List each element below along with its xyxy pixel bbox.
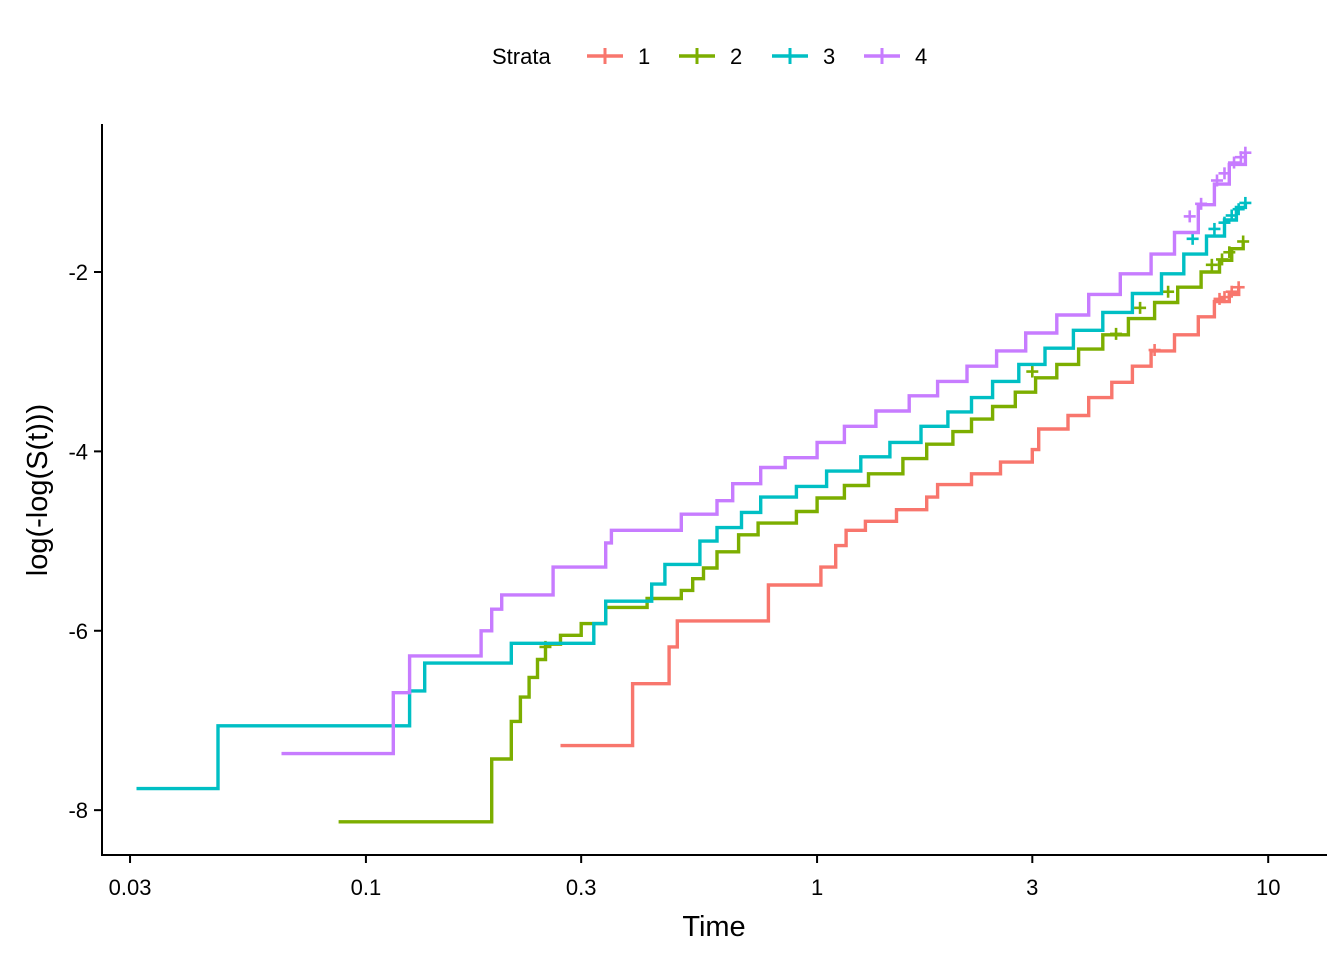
x-ticks: 0.03 0.1 0.3 1 3 10 [109, 855, 1280, 900]
legend-label: 4 [915, 44, 927, 69]
censor-mark [1228, 156, 1241, 169]
legend-label: 2 [730, 44, 742, 69]
x-axis-title: Time [682, 911, 745, 943]
legend-item-2: 2 [679, 44, 742, 69]
legend-item-4: 4 [864, 44, 927, 69]
y-axis-title: log(-log(S(t))) [22, 404, 54, 576]
y-tick-label: -6 [68, 619, 88, 644]
x-tick-label: 10 [1256, 875, 1280, 900]
x-tick-label: 0.03 [109, 875, 152, 900]
censor-mark [1223, 246, 1236, 259]
series-4 [281, 146, 1252, 756]
censor-mark [1225, 285, 1238, 298]
censor-mark [1148, 344, 1161, 357]
censor-mark [1218, 291, 1231, 304]
series-line-4 [281, 152, 1248, 756]
plot-area: 0.03 0.1 0.3 1 3 10 -8 -6 -4 -2 [68, 124, 1327, 900]
censor-mark [1239, 146, 1252, 159]
legend-item-1: 1 [587, 44, 650, 69]
censor-mark [1237, 235, 1250, 248]
censor-mark [1232, 203, 1245, 216]
censor-mark [1216, 253, 1229, 266]
legend-item-3: 3 [772, 44, 835, 69]
censor-mark [1195, 197, 1208, 210]
censor-mark [1232, 281, 1245, 294]
censor-mark [1186, 232, 1199, 245]
censor-mark [1026, 365, 1039, 378]
x-tick-label: 0.1 [351, 875, 382, 900]
censor-mark [1110, 327, 1123, 340]
censor-mark [1210, 174, 1223, 187]
legend: Strata 1 2 3 4 [492, 44, 927, 69]
censor-mark [1205, 258, 1218, 271]
series-1 [560, 281, 1245, 748]
legend-label: 3 [823, 44, 835, 69]
censor-mark [1239, 196, 1252, 209]
series-line-1 [560, 287, 1241, 748]
y-ticks: -8 -6 -4 -2 [68, 260, 102, 823]
y-tick-label: -2 [68, 260, 88, 285]
legend-title: Strata [492, 44, 551, 69]
censor-mark [1218, 216, 1231, 229]
y-tick-label: -8 [68, 798, 88, 823]
censor-mark [1218, 167, 1231, 180]
series-3 [136, 196, 1252, 791]
censor-mark [1183, 210, 1196, 223]
series-line-3 [136, 202, 1248, 791]
censor-mark [1208, 222, 1221, 235]
x-tick-label: 0.3 [566, 875, 597, 900]
x-tick-label: 1 [811, 875, 823, 900]
censor-mark [1162, 285, 1175, 298]
legend-items: 1 2 3 4 [587, 44, 927, 69]
series-layer [136, 146, 1252, 824]
censor-mark [1225, 209, 1238, 222]
legend-label: 1 [638, 44, 650, 69]
censor-mark [1134, 301, 1147, 314]
y-tick-label: -4 [68, 439, 88, 464]
x-tick-label: 3 [1026, 875, 1038, 900]
